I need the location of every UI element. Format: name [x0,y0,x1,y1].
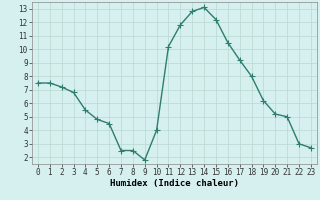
X-axis label: Humidex (Indice chaleur): Humidex (Indice chaleur) [110,179,239,188]
